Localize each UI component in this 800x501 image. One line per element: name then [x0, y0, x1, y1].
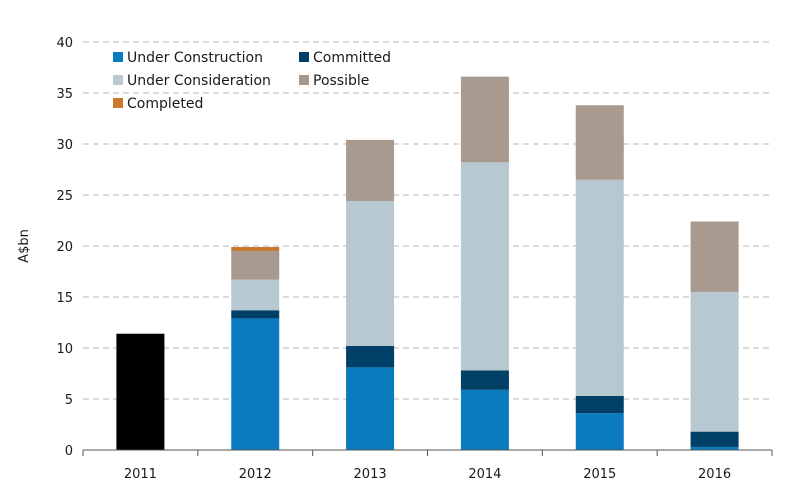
bar-possible-2012	[231, 251, 280, 280]
y-axis-title: A$bn	[17, 229, 32, 263]
y-tick-label: 5	[65, 393, 73, 408]
bar-under_construction-2012	[231, 318, 280, 450]
bar-under_consideration-2012	[231, 279, 280, 311]
bar-under_consideration-2014	[460, 162, 509, 371]
bar-possible-2014	[460, 76, 509, 163]
bar-committed-2012	[231, 310, 280, 319]
y-tick-label: 10	[56, 342, 73, 357]
legend-swatch-possible	[299, 75, 309, 85]
y-tick-label: 20	[56, 240, 73, 255]
y-tick-label: 35	[56, 87, 73, 102]
bar-total2011-2011	[116, 333, 165, 450]
bar-under_consideration-2013	[346, 201, 395, 346]
bar-possible-2016	[690, 221, 739, 292]
x-tick-label: 2012	[239, 467, 272, 482]
legend-swatch-under_consideration	[113, 75, 123, 85]
legend-label-under_consideration: Under Consideration	[127, 73, 271, 89]
y-tick-label: 30	[56, 138, 73, 153]
legend-label-completed: Completed	[127, 96, 203, 112]
bar-under_construction-2016	[690, 446, 739, 450]
y-tick-label: 25	[56, 189, 73, 204]
y-axis-ticks: 0 5 10 15 20 25 30 35 40	[56, 36, 73, 459]
bar-committed-2014	[460, 370, 509, 390]
bars	[116, 76, 739, 450]
x-tick-label: 2015	[583, 467, 616, 482]
grid-lines	[83, 41, 772, 400]
y-tick-label: 15	[56, 291, 73, 306]
bar-committed-2013	[346, 345, 395, 368]
bar-committed-2015	[575, 395, 624, 414]
legend-swatch-under_construction	[113, 52, 123, 62]
bar-committed-2016	[690, 431, 739, 447]
bar-possible-2013	[346, 139, 395, 202]
x-tick-label: 2016	[698, 467, 731, 482]
legend-swatch-completed	[113, 98, 123, 108]
legend-label-possible: Possible	[313, 73, 369, 89]
x-tick-label: 2014	[468, 467, 501, 482]
bar-completed-2012	[231, 247, 280, 252]
bar-under_consideration-2016	[690, 291, 739, 432]
legend-swatch-committed	[299, 52, 309, 62]
y-tick-label: 40	[56, 36, 73, 51]
bar-under_construction-2014	[460, 389, 509, 450]
bar-under_consideration-2015	[575, 179, 624, 396]
legend-label-committed: Committed	[313, 50, 391, 66]
legend-label-under_construction: Under Construction	[127, 50, 263, 66]
legend: Under Construction Committed Under Conside…	[113, 50, 391, 112]
x-tick-label: 2011	[124, 467, 157, 482]
bar-possible-2015	[575, 105, 624, 180]
bar-under_construction-2013	[346, 367, 395, 450]
x-tick-label: 2013	[354, 467, 387, 482]
bar-under_construction-2015	[575, 413, 624, 450]
y-tick-label: 0	[65, 444, 73, 459]
x-axis: 2011 2012 2013 2014 2015 2016	[82, 449, 773, 482]
